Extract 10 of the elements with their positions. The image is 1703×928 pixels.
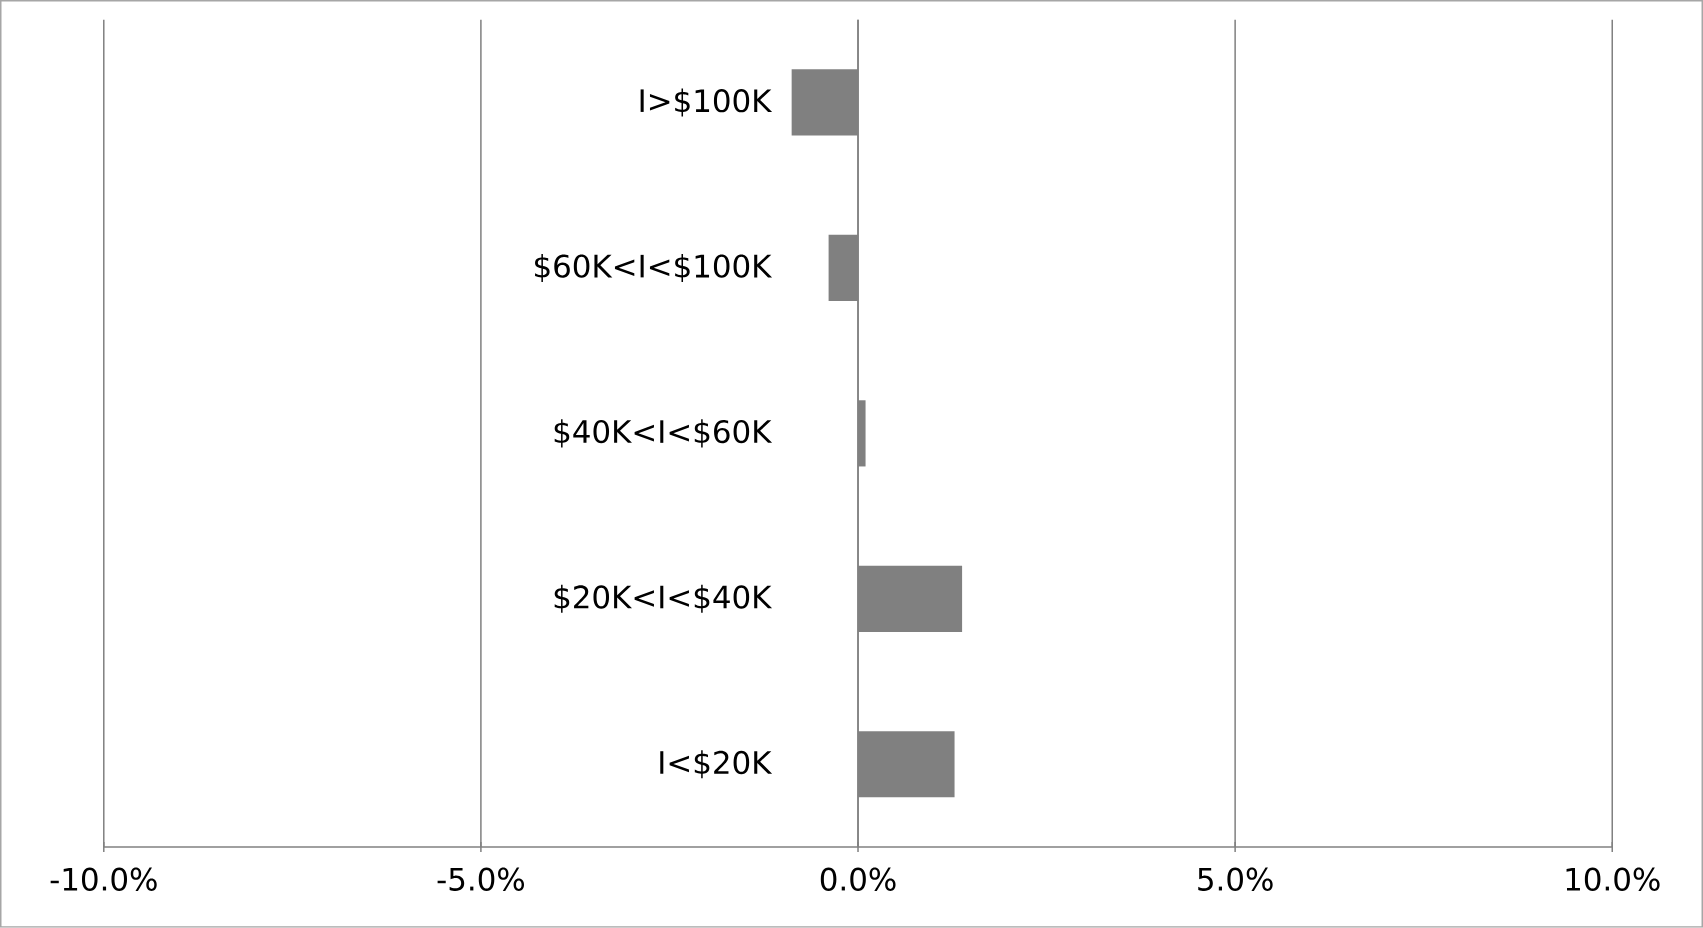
x-tick-label: 10.0%	[1566, 867, 1660, 891]
x-tick-label: 5.0%	[1198, 867, 1273, 891]
y-tick-label: I>$100K	[640, 88, 773, 117]
y-tick-label: I<$20K	[660, 750, 773, 779]
x-tick-label: -10.0%	[50, 867, 157, 891]
y-tick-label: $20K<I<$40K	[554, 584, 773, 613]
x-tick-label: -5.0%	[437, 867, 525, 891]
y-tick-label: $60K<I<$100K	[535, 254, 773, 283]
x-tick-label: 0.0%	[820, 867, 896, 891]
y-tick-label: $40K<I<$60K	[554, 419, 773, 448]
